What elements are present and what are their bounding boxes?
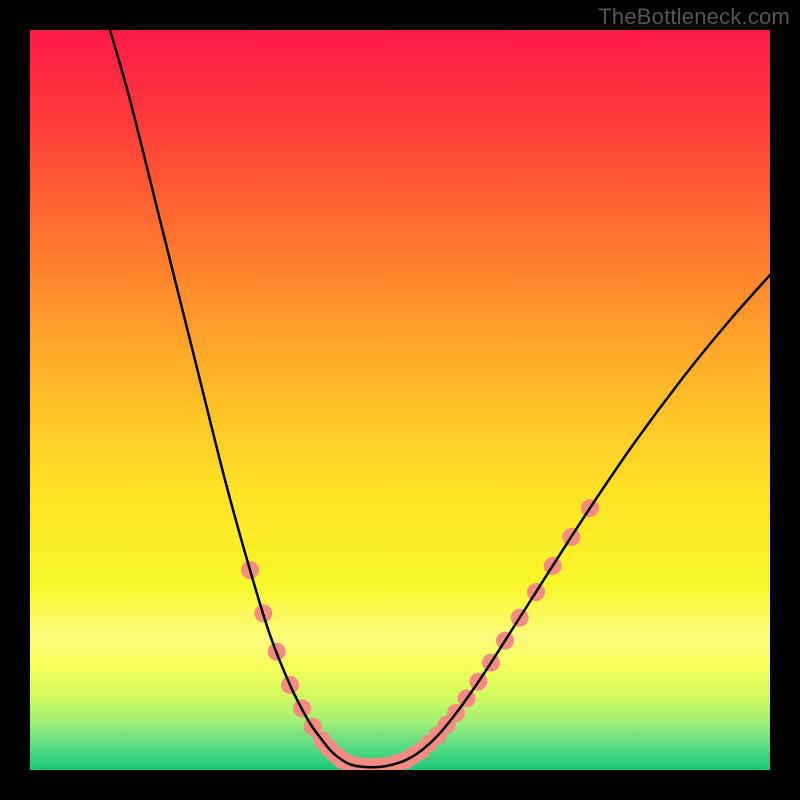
curve-layer (30, 30, 770, 770)
plot-area (30, 30, 770, 770)
bottleneck-curve (110, 30, 770, 767)
outer-frame: TheBottleneck.com (0, 0, 800, 800)
marker-group (241, 499, 599, 770)
watermark-text: TheBottleneck.com (598, 4, 790, 30)
